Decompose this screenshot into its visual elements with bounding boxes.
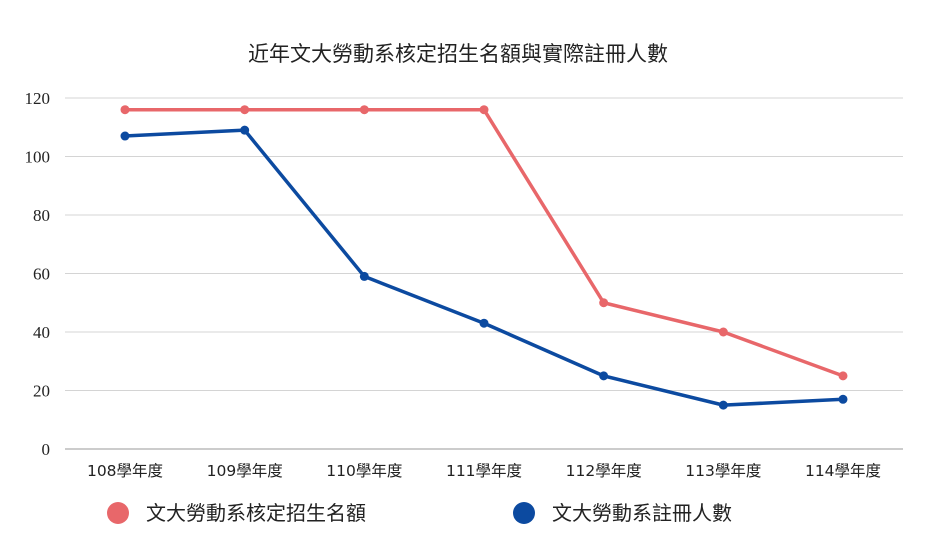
legend-marker <box>107 502 129 524</box>
x-tick-label: 110學年度 <box>326 461 402 480</box>
series-line-2 <box>123 128 845 407</box>
legend-label: 文大勞動系核定招生名額 <box>146 501 366 525</box>
chart-title: 近年文大勞動系核定招生名額與實際註冊人數 <box>248 42 668 66</box>
y-tick-label: 100 <box>25 148 51 167</box>
x-tick-label: 113學年度 <box>685 461 761 480</box>
y-axis-tick-labels: 0 20 40 60 80 100 120 <box>25 89 51 459</box>
data-point <box>359 105 369 115</box>
y-tick-label: 40 <box>33 323 50 342</box>
series-group <box>120 105 848 410</box>
legend-marker <box>513 502 535 524</box>
data-point <box>479 318 489 328</box>
series-line-1 <box>123 107 845 378</box>
y-tick-label: 120 <box>25 89 51 108</box>
x-axis-tick-labels: 108學年度 109學年度 110學年度 111學年度 112學年度 113學年度 114學… <box>87 461 881 480</box>
data-point <box>718 400 728 410</box>
y-tick-label: 0 <box>42 440 51 459</box>
data-point <box>120 131 130 141</box>
data-point <box>838 371 848 381</box>
x-tick-label: 111學年度 <box>446 461 522 480</box>
x-tick-label: 109學年度 <box>207 461 283 480</box>
data-point <box>599 371 609 381</box>
data-point <box>838 394 848 404</box>
data-point <box>240 125 250 135</box>
y-tick-label: 60 <box>33 265 50 284</box>
x-tick-label: 114學年度 <box>805 461 881 480</box>
data-point <box>120 105 130 115</box>
data-point <box>359 271 369 281</box>
legend: 文大勞動系核定招生名額 文大勞動系註冊人數 <box>107 501 732 525</box>
data-point <box>718 327 728 337</box>
legend-label: 文大勞動系註冊人數 <box>552 501 732 525</box>
data-point <box>240 105 250 115</box>
x-tick-label: 112學年度 <box>566 461 642 480</box>
gridlines <box>65 97 903 450</box>
y-tick-label: 80 <box>33 206 50 225</box>
x-tick-label: 108學年度 <box>87 461 163 480</box>
data-point <box>479 105 489 115</box>
y-tick-label: 20 <box>33 382 50 401</box>
data-point <box>599 298 609 308</box>
